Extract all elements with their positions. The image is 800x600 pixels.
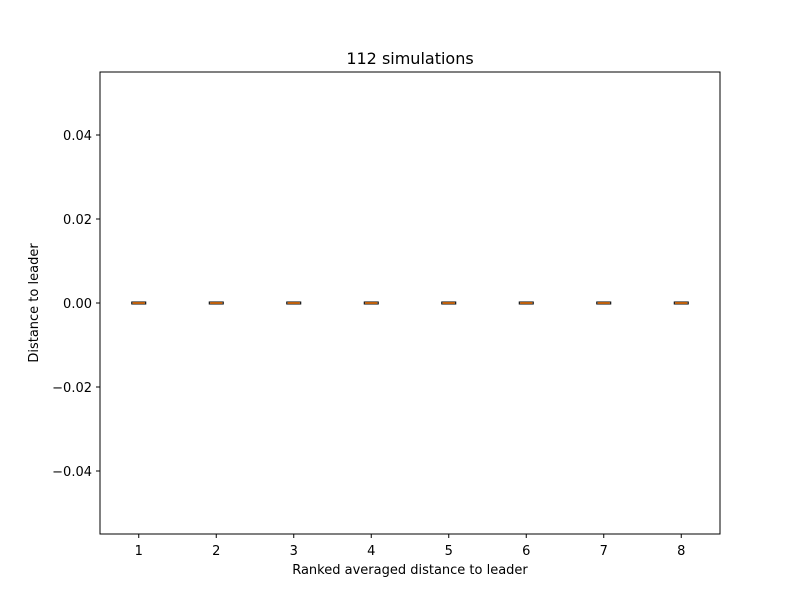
- box: [596, 301, 612, 305]
- x-tick-label: 1: [135, 544, 143, 559]
- box: [673, 301, 689, 305]
- y-tick-label: −0.04: [52, 465, 92, 480]
- x-axis-label: Ranked averaged distance to leader: [292, 563, 528, 578]
- x-tick-label: 2: [212, 544, 220, 559]
- box: [441, 301, 457, 305]
- y-tick-label: −0.02: [52, 381, 92, 396]
- box: [363, 301, 379, 305]
- x-tick-label: 6: [522, 544, 530, 559]
- box: [131, 301, 147, 305]
- x-tick-label: 8: [677, 544, 685, 559]
- box: [208, 301, 224, 305]
- x-tick-label: 7: [600, 544, 608, 559]
- box: [518, 301, 534, 305]
- x-tick-label: 4: [367, 544, 375, 559]
- y-axis-label: Distance to leader: [27, 243, 42, 363]
- x-tick-label: 3: [290, 544, 298, 559]
- axes-frame: [99, 71, 721, 535]
- plot-area: −0.04 −0.02 0.00 0.02 0.04 1 2 3 4 5 6 7 8: [52, 129, 689, 559]
- y-tick-label: 0.04: [63, 129, 92, 144]
- chart-title: 112 simulations: [346, 49, 473, 68]
- y-tick-label: 0.02: [63, 213, 92, 228]
- x-tick-label: 5: [445, 544, 453, 559]
- y-tick-label: 0.00: [63, 297, 92, 312]
- box: [286, 301, 302, 305]
